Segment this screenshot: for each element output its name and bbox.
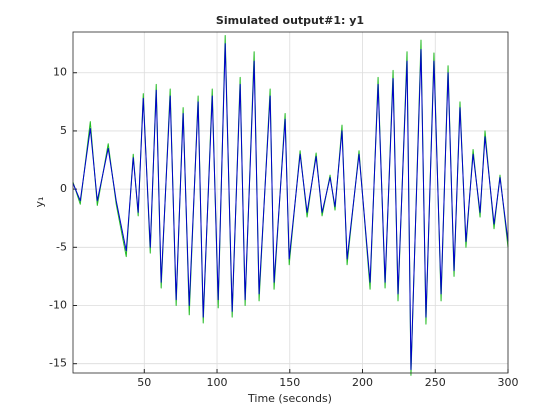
y-tick-label: 0 — [60, 182, 67, 195]
chart-title: Simulated output#1: y1 — [216, 14, 364, 27]
series-line — [72, 34, 509, 376]
x-tick-label: 300 — [498, 376, 519, 389]
y-tick-label: -5 — [56, 240, 67, 253]
series-line — [72, 43, 509, 371]
y-tick-label: 10 — [53, 66, 67, 79]
x-tick-label: 250 — [425, 376, 446, 389]
x-tick-label: 50 — [137, 376, 151, 389]
plot-frame — [72, 31, 509, 374]
x-axis-label: Time (seconds) — [247, 392, 332, 405]
y-tick-label: -10 — [49, 298, 67, 311]
x-tick-label: 100 — [207, 376, 228, 389]
y-tick-label: -15 — [49, 357, 67, 370]
y-axis-label: y₁ — [33, 197, 46, 208]
y-tick-label: 5 — [60, 124, 67, 137]
x-tick-label: 150 — [279, 376, 300, 389]
x-tick-label: 200 — [352, 376, 373, 389]
